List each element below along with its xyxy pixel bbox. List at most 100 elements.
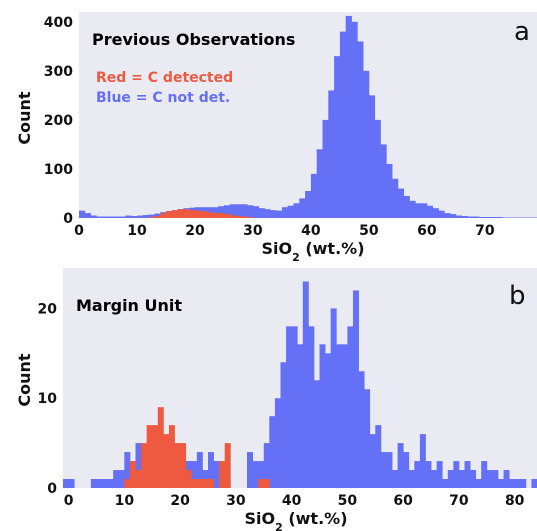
panel-a-bar-blue — [345, 15, 352, 218]
panel-a-bar-blue — [79, 210, 86, 218]
panel-b-bar-blue — [280, 362, 287, 488]
panel-b-x-tick-label: 80 — [505, 493, 525, 509]
panel-b-y-axis-label: Count — [15, 353, 34, 407]
panel-a-bar-blue — [84, 213, 91, 218]
legend-blue-label: Blue = C not det. — [96, 90, 230, 106]
panel-b-bar-blue — [375, 425, 382, 488]
panel-b-x-ticks: 0 10 20 30 40 50 60 70 80 — [64, 493, 525, 509]
panel-b-bar-red — [163, 434, 170, 488]
panel-a-bar-red — [218, 213, 225, 218]
panel-b-bar-blue — [291, 326, 298, 488]
panel-b-bar-blue — [386, 452, 393, 488]
panel-a-bar-blue — [496, 217, 503, 218]
panel-a-bar-blue — [310, 173, 318, 218]
panel-b: 0 10 20 0 10 20 30 40 50 60 70 80 Margin Unit b Co… — [15, 268, 537, 531]
panel-a-bar-blue — [107, 216, 115, 218]
panel-a-x-tick-label: 50 — [359, 223, 379, 239]
panel-a-bar-blue — [438, 210, 445, 218]
panel-b-x-tick-label: 70 — [449, 493, 469, 509]
panel-b-bar-red — [224, 443, 231, 488]
panel-b-bar-blue — [514, 479, 521, 488]
panel-a-y-tick-label: 200 — [44, 113, 73, 129]
panel-b-bar-blue — [442, 479, 449, 488]
panel-a-x-tick-label: 40 — [301, 223, 321, 239]
panel-b-bar-blue — [352, 290, 359, 488]
panel-b-bar-blue — [63, 479, 69, 488]
panel-a-bar-blue — [218, 206, 225, 218]
panel-a-y-tick-label: 0 — [63, 211, 73, 227]
panel-b-bar-blue — [425, 461, 432, 488]
panel-a-bar-blue — [252, 206, 260, 218]
panel-a-bar-blue — [328, 90, 335, 218]
panel-a-bar-blue — [479, 217, 486, 218]
panel-a-bar-blue — [490, 217, 497, 218]
panel-a-bar-blue — [125, 215, 132, 218]
panel-a-y-tick-label: 100 — [44, 162, 73, 178]
panel-b-bar-blue — [341, 344, 348, 488]
panel-b-bar-red — [202, 479, 209, 488]
panel-b-letter: b — [509, 281, 526, 311]
panel-a-bar-blue — [426, 205, 434, 218]
panel-a-bar-blue — [131, 216, 138, 218]
panel-b-bar-blue — [207, 452, 214, 488]
panel-a-bar-blue — [322, 119, 329, 218]
panel-a-x-tick-label: 0 — [74, 223, 84, 239]
panel-b-x-tick-label: 50 — [338, 493, 358, 509]
panel-b-bar-blue — [531, 479, 537, 488]
panel-a-bar-blue — [293, 203, 300, 218]
panel-a-bar-blue — [90, 215, 97, 218]
legend-red-label: Red = C detected — [96, 70, 233, 86]
panel-a-y-tick-label: 400 — [44, 15, 73, 31]
panel-a-y-axis-label: Count — [15, 91, 34, 145]
panel-b-bar-blue — [68, 479, 75, 488]
panel-b-bar-blue — [447, 470, 454, 488]
panel-b-bar-red — [219, 461, 226, 488]
panel-a-bar-blue — [409, 200, 416, 218]
panel-a-bar-blue — [258, 208, 265, 218]
panel-b-bar-blue — [286, 326, 293, 488]
panel-a-bar-red — [247, 217, 254, 218]
panel-a-bar-red — [177, 209, 184, 218]
panel-a-bar-red — [165, 211, 173, 218]
panel-a-bar-blue — [334, 56, 341, 219]
panel-a-bar-blue — [397, 188, 405, 218]
panel-b-x-tick-label: 40 — [282, 493, 302, 509]
panel-a-bar-blue — [339, 31, 347, 218]
panel-a-title: Previous Observations — [92, 30, 295, 49]
panel-a-bar-red — [229, 215, 236, 218]
panel-b-bar-blue — [107, 479, 114, 488]
panel-b-bar-blue — [113, 470, 120, 488]
panel-b-bar-blue — [347, 326, 354, 488]
panel-a-bar-blue — [223, 205, 231, 218]
panel-a-bar-blue — [136, 215, 144, 218]
panel-b-bar-red — [146, 425, 153, 488]
panel-b-bar-blue — [509, 479, 516, 488]
panel-b-bar-blue — [431, 470, 438, 488]
panel-b-bar-red — [191, 479, 198, 488]
panel-a-bars — [79, 15, 537, 219]
panel-b-bar-blue — [414, 461, 421, 488]
panel-a-x-tick-label: 10 — [127, 223, 147, 239]
panel-b-bar-blue — [403, 452, 410, 488]
panel-a-bar-blue — [455, 215, 463, 218]
panel-b-bar-blue — [458, 470, 465, 488]
panel-b-bar-red — [157, 407, 164, 488]
panel-b-bar-blue — [486, 470, 493, 488]
panel-b-bar-red — [141, 443, 148, 488]
panel-a-bar-blue — [154, 213, 161, 218]
panel-a-x-tick-label: 70 — [475, 223, 495, 239]
panel-a-y-ticks: 0 100 200 300 400 — [44, 15, 73, 227]
panel-b-bar-red — [207, 479, 214, 488]
panel-a-bar-blue — [461, 216, 468, 218]
panel-a-bar-blue — [351, 21, 358, 218]
panel-a-bar-blue — [450, 214, 457, 218]
panel-a-bar-blue — [102, 216, 109, 218]
panel-b-bar-blue — [380, 452, 387, 488]
panel-b-bar-blue — [102, 479, 109, 488]
panel-b-bar-red — [196, 479, 203, 488]
panel-a-bar-red — [212, 213, 219, 218]
panel-a-bar-red — [223, 214, 231, 218]
panel-b-bar-blue — [247, 452, 253, 488]
panel-a-bar-blue — [432, 208, 439, 218]
